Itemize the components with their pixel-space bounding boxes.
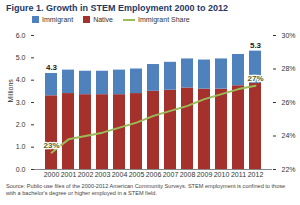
svg-text:2011: 2011 xyxy=(231,171,246,178)
svg-text:1.0: 1.0 xyxy=(16,143,26,150)
svg-text:24%: 24% xyxy=(282,132,296,139)
svg-text:Millions: Millions xyxy=(7,79,14,103)
svg-text:0.0: 0.0 xyxy=(16,166,26,173)
svg-text:28%: 28% xyxy=(282,65,296,72)
svg-text:2007: 2007 xyxy=(163,171,179,178)
svg-text:26%: 26% xyxy=(282,99,296,106)
svg-text:2003: 2003 xyxy=(95,171,111,178)
svg-text:6.0: 6.0 xyxy=(16,32,26,39)
svg-text:2.0: 2.0 xyxy=(16,121,26,128)
html-text:Source: Public-use files of th: Source: Public-use files of the 2000-201… xyxy=(6,183,286,196)
svg-text:2009: 2009 xyxy=(197,171,213,178)
svg-text:4.0: 4.0 xyxy=(16,76,26,83)
svg-text:2008: 2008 xyxy=(180,171,196,178)
html-text:Immigrant Share: Immigrant Share xyxy=(138,16,190,23)
html-text:Figure 1. Growth in STEM Emplo: Figure 1. Growth in STEM Employment 2000… xyxy=(6,3,229,13)
svg-text:2005: 2005 xyxy=(129,171,145,178)
svg-text:22%: 22% xyxy=(282,166,296,173)
svg-text:2012: 2012 xyxy=(248,171,264,178)
svg-text:2002: 2002 xyxy=(78,171,94,178)
svg-text:23%: 23% xyxy=(43,141,59,150)
svg-text:2000: 2000 xyxy=(44,171,60,178)
html-text:Native: Native xyxy=(93,16,113,23)
svg-text:4.3: 4.3 xyxy=(46,63,58,72)
svg-text:3.0: 3.0 xyxy=(16,99,26,106)
svg-text:27%: 27% xyxy=(247,74,263,83)
svg-text:2001: 2001 xyxy=(61,171,77,178)
svg-text:2004: 2004 xyxy=(112,171,128,178)
svg-text:5.0: 5.0 xyxy=(16,54,26,61)
svg-text:30%: 30% xyxy=(282,32,296,39)
svg-text:5.3: 5.3 xyxy=(250,41,262,50)
svg-text:2010: 2010 xyxy=(214,171,230,178)
html-text:Immigrant: Immigrant xyxy=(42,16,74,23)
svg-text:2006: 2006 xyxy=(146,171,162,178)
